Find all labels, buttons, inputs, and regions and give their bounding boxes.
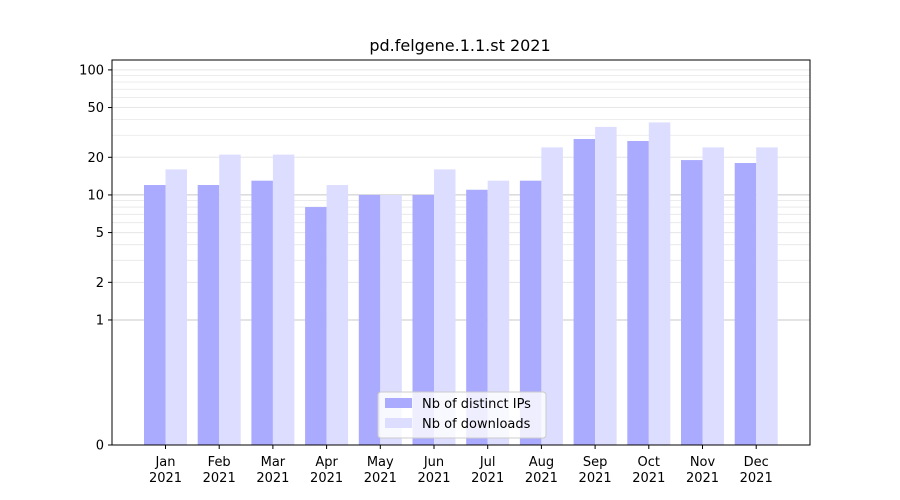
legend-label: Nb of distinct IPs <box>422 397 531 412</box>
y-tick-label: 20 <box>87 151 104 166</box>
x-tick-label: Aug 2021 <box>525 455 558 486</box>
y-tick-label: 100 <box>79 63 104 78</box>
y-axis: 0 1 2 5 10 20 50 100 <box>79 63 112 454</box>
legend-swatch <box>385 418 412 428</box>
x-tick-label: Jan 2021 <box>149 455 182 486</box>
chart-title: pd.felgene.1.1.st 2021 <box>369 36 550 55</box>
bar-distinct-ips <box>627 140 649 445</box>
bar-distinct-ips <box>144 185 166 445</box>
y-tick-label: 0 <box>96 439 104 454</box>
bar-downloads <box>756 147 778 446</box>
bar-downloads <box>272 154 295 446</box>
bar-distinct-ips <box>412 194 434 445</box>
x-tick-label: Jun 2021 <box>417 455 450 486</box>
bar-downloads <box>648 122 671 445</box>
bar-downloads <box>541 147 563 446</box>
bar-downloads <box>595 126 617 446</box>
bar-downloads <box>702 147 724 446</box>
bar-distinct-ips <box>305 207 327 445</box>
bar-distinct-ips <box>519 180 542 445</box>
x-tick-label: May 2021 <box>364 455 397 486</box>
plot-area <box>111 59 811 446</box>
bar-downloads <box>487 180 510 445</box>
bar-downloads <box>326 185 349 445</box>
y-tick-label: 10 <box>87 188 104 203</box>
x-tick-label: Dec 2021 <box>740 455 773 486</box>
legend-swatch <box>385 398 412 408</box>
bar-distinct-ips <box>573 139 596 445</box>
bar-distinct-ips <box>251 180 273 445</box>
legend: Nb of distinct IPs Nb of downloads <box>377 391 547 439</box>
legend-box <box>377 391 547 439</box>
bar-distinct-ips <box>734 163 757 445</box>
x-tick-label: Oct 2021 <box>632 455 665 486</box>
x-tick-label: Mar 2021 <box>256 455 289 486</box>
bar-distinct-ips <box>466 189 488 445</box>
x-tick-label: Sep 2021 <box>579 455 612 486</box>
bar-distinct-ips <box>358 194 381 445</box>
x-tick-label: Apr 2021 <box>310 455 343 486</box>
legend-label: Nb of downloads <box>422 417 531 432</box>
bar-distinct-ips <box>681 160 703 445</box>
y-tick-label: 5 <box>96 226 104 241</box>
y-tick-label: 2 <box>96 276 104 291</box>
bar-downloads <box>165 169 187 445</box>
x-axis: Jan 2021 Feb 2021 Mar 2021 Apr 2021 May 2021 Jun 20… <box>149 445 773 486</box>
bar-downloads <box>219 154 241 446</box>
bar-downloads <box>380 194 402 445</box>
x-tick-label: Feb 2021 <box>203 455 236 486</box>
bars <box>144 122 778 446</box>
bar-distinct-ips <box>197 185 220 445</box>
bar-downloads <box>434 169 456 445</box>
x-tick-label: Jul 2021 <box>471 455 504 486</box>
x-tick-label: Nov 2021 <box>686 455 719 486</box>
y-tick-label: 50 <box>87 101 104 116</box>
y-tick-label: 1 <box>96 313 104 328</box>
